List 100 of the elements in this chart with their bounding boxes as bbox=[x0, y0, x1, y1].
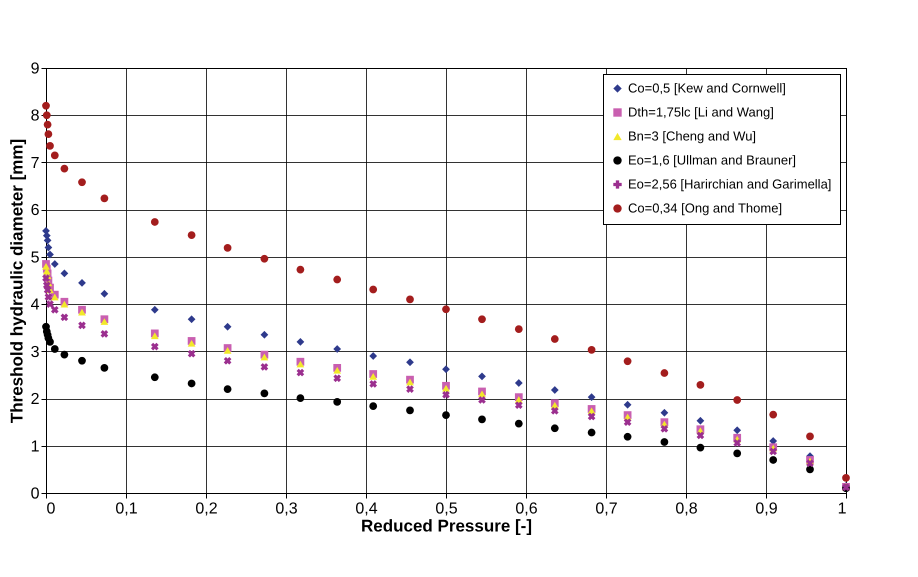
point bbox=[188, 350, 196, 358]
point bbox=[296, 360, 304, 368]
x-tick-label: 0,9 bbox=[755, 500, 778, 518]
point bbox=[44, 120, 52, 129]
point bbox=[369, 373, 378, 380]
point bbox=[44, 130, 52, 138]
point bbox=[696, 432, 704, 440]
point bbox=[188, 340, 196, 347]
legend-label: Eo=1,6 [Ullman and Brauner] bbox=[628, 152, 796, 168]
point bbox=[260, 389, 268, 398]
point bbox=[806, 432, 814, 440]
point bbox=[224, 244, 232, 252]
point bbox=[46, 142, 54, 150]
y-tick-label: 0 bbox=[30, 486, 40, 502]
point bbox=[224, 347, 232, 354]
point bbox=[44, 293, 52, 301]
y-tick-label: 7 bbox=[30, 154, 40, 172]
point bbox=[514, 325, 523, 334]
point bbox=[550, 407, 559, 415]
point bbox=[733, 439, 742, 447]
point bbox=[100, 290, 108, 298]
point bbox=[406, 296, 414, 304]
legend-label: Co=0,34 [Ong and Thome] bbox=[628, 200, 782, 216]
point bbox=[260, 254, 268, 263]
point bbox=[550, 335, 559, 343]
point bbox=[46, 300, 54, 308]
point bbox=[78, 356, 86, 365]
point bbox=[224, 385, 232, 393]
y-axis-title: Threshold hydraulic diameter [mm] bbox=[8, 138, 27, 424]
point bbox=[550, 386, 559, 394]
x-axis-title: Reduced Pressure [-] bbox=[361, 516, 532, 536]
legend-label: Dth=1,75lc [Li and Wang] bbox=[628, 104, 774, 120]
point bbox=[442, 390, 450, 399]
point bbox=[60, 314, 68, 322]
point bbox=[514, 379, 523, 387]
point bbox=[550, 424, 559, 432]
point bbox=[588, 393, 596, 402]
point bbox=[296, 394, 304, 402]
point bbox=[660, 369, 668, 377]
point bbox=[478, 372, 486, 380]
point bbox=[478, 315, 486, 324]
x-tick-label: 0,7 bbox=[595, 500, 618, 518]
point bbox=[44, 286, 52, 294]
x-tick-label: 0,3 bbox=[275, 500, 298, 518]
point bbox=[514, 401, 523, 409]
point bbox=[696, 416, 704, 425]
point bbox=[442, 305, 450, 314]
point bbox=[624, 357, 632, 366]
point bbox=[769, 456, 778, 464]
point bbox=[260, 330, 268, 339]
x-tick-label: 1 bbox=[838, 500, 847, 518]
point bbox=[150, 332, 159, 340]
point bbox=[60, 300, 68, 308]
point bbox=[78, 178, 86, 186]
point bbox=[369, 380, 378, 388]
point bbox=[60, 270, 68, 278]
point bbox=[333, 398, 342, 406]
point bbox=[50, 260, 59, 268]
point bbox=[733, 426, 742, 434]
point bbox=[46, 250, 54, 258]
point bbox=[588, 428, 596, 436]
x-tick-label: 0,1 bbox=[115, 500, 138, 518]
point bbox=[78, 278, 86, 287]
point bbox=[442, 365, 450, 374]
point bbox=[333, 366, 342, 374]
point bbox=[50, 294, 59, 300]
y-tick-label: 4 bbox=[30, 296, 40, 314]
legend-label: Eo=2,56 [Harirchian and Garimella] bbox=[628, 176, 832, 192]
point bbox=[588, 346, 596, 354]
point bbox=[224, 356, 232, 365]
point bbox=[478, 396, 486, 404]
point bbox=[696, 444, 704, 452]
point bbox=[369, 402, 378, 410]
point bbox=[150, 218, 159, 226]
point bbox=[333, 276, 342, 284]
y-tick-label: 3 bbox=[30, 344, 40, 361]
legend-label: Co=0,5 [Kew and Cornwell] bbox=[628, 80, 786, 96]
x-tick-label: 0,2 bbox=[195, 500, 218, 518]
point bbox=[150, 306, 159, 314]
point bbox=[224, 322, 232, 331]
point bbox=[442, 384, 450, 392]
point bbox=[660, 408, 668, 417]
point bbox=[478, 415, 486, 424]
point bbox=[369, 352, 378, 360]
point bbox=[769, 448, 778, 456]
x-tick-label: 0 bbox=[46, 500, 56, 518]
point bbox=[514, 420, 523, 428]
point bbox=[46, 338, 54, 346]
point bbox=[296, 338, 304, 346]
point bbox=[406, 385, 414, 393]
point bbox=[78, 308, 86, 316]
point bbox=[406, 358, 414, 366]
point bbox=[406, 406, 414, 414]
x-tick-label: 0,5 bbox=[435, 500, 458, 518]
point bbox=[188, 231, 196, 240]
point bbox=[100, 330, 108, 338]
point bbox=[806, 466, 814, 474]
point bbox=[100, 364, 108, 372]
point bbox=[660, 438, 668, 446]
point bbox=[42, 102, 50, 110]
